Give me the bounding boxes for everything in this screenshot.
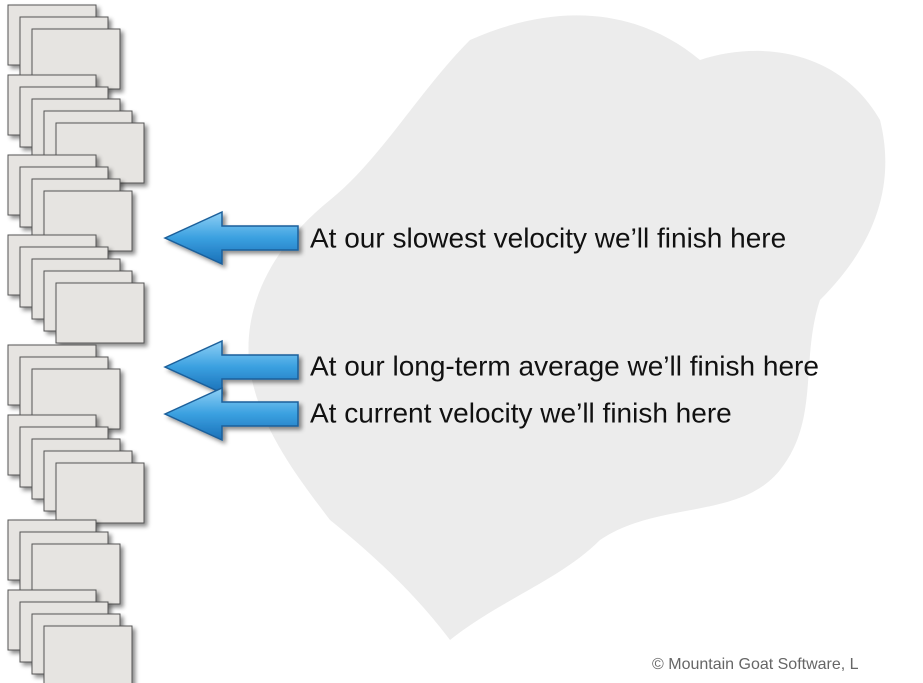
arrow-label: At our long-term average we’ll finish he… [310,350,819,381]
arrow-label: At our slowest velocity we’ll finish her… [310,222,786,253]
arrow-label: At current velocity we’ll finish here [310,397,732,428]
slide: At our slowest velocity we’ll finish her… [0,0,923,683]
card [44,626,132,683]
card [56,283,144,343]
copyright: © Mountain Goat Software, L [652,656,859,673]
card [56,463,144,523]
page: At our slowest velocity we’ll finish her… [0,0,923,683]
